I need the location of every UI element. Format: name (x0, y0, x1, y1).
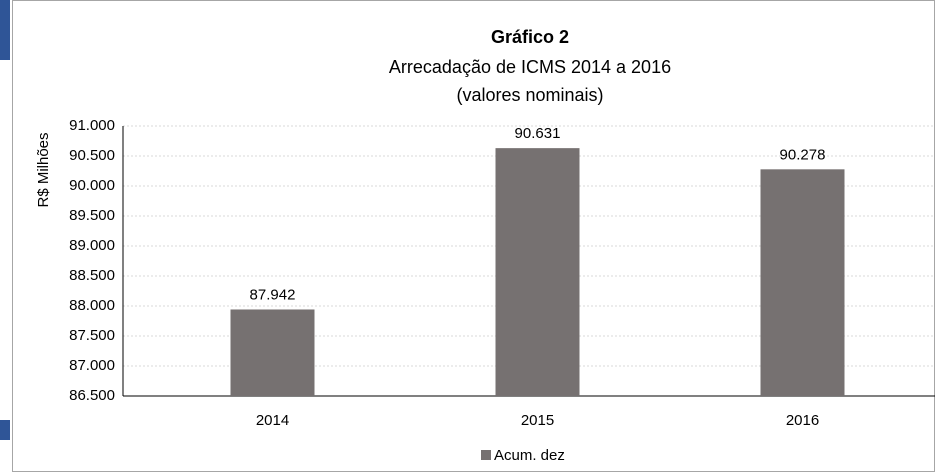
y-tick-label: 87.500 (69, 327, 115, 344)
y-tick-label: 88.500 (69, 267, 115, 284)
y-tick-label: 89.500 (69, 207, 115, 224)
y-tick-label: 88.000 (69, 297, 115, 314)
x-tick-label: 2016 (786, 412, 819, 429)
x-tick-label: 2014 (256, 412, 289, 429)
y-tick-label: 91.000 (69, 117, 115, 134)
value-label: 90.278 (780, 146, 826, 163)
bar (495, 148, 580, 396)
y-tick-label: 90.500 (69, 147, 115, 164)
value-label: 90.631 (515, 125, 561, 142)
y-axis-label: R$ Milhões (35, 132, 52, 207)
y-tick-label: 86.500 (69, 387, 115, 404)
chart-subtitle: (valores nominais) (456, 85, 603, 105)
y-tick-label: 87.000 (69, 357, 115, 374)
legend-swatch (481, 450, 491, 460)
bar (230, 309, 315, 396)
x-tick-label: 2015 (521, 412, 554, 429)
value-label: 87.942 (250, 286, 296, 303)
bar (760, 169, 845, 396)
side-strip (0, 420, 10, 440)
legend-label: Acum. dez (494, 447, 565, 464)
chart-title: Gráfico 2 (491, 27, 569, 47)
y-tick-label: 90.000 (69, 177, 115, 194)
side-strip (0, 0, 10, 60)
chart-subtitle: Arrecadação de ICMS 2014 a 2016 (389, 57, 671, 77)
y-tick-label: 89.000 (69, 237, 115, 254)
